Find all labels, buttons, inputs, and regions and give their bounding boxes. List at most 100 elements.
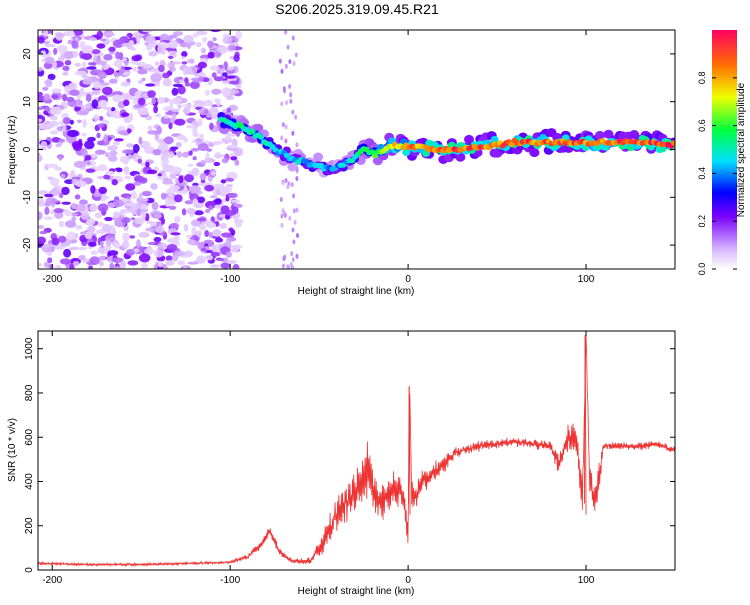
spectrogram-noise-cell bbox=[69, 89, 80, 96]
spectrogram-noise-cell bbox=[97, 175, 105, 180]
spectrogram-noise-cell bbox=[286, 264, 290, 269]
colorbar-tick-label: 0.0 bbox=[697, 263, 707, 276]
spectrogram-noise-cell bbox=[94, 149, 106, 155]
spectrogram-noise-cell bbox=[210, 264, 220, 268]
spectrogram-noise-cell bbox=[191, 167, 200, 177]
spectrogram-noise-cell bbox=[210, 30, 221, 33]
spectrogram-noise-cell bbox=[174, 194, 183, 203]
figure-title: S206.2025.319.09.45.R21 bbox=[275, 1, 439, 17]
spectrogram-noise-cell bbox=[288, 215, 292, 221]
spectrogram-noise-cell bbox=[226, 107, 231, 113]
spectrogram-noise-cell bbox=[73, 160, 86, 168]
spectrogram-noise-cell bbox=[145, 161, 150, 168]
spectrogram-noise-cell bbox=[51, 94, 59, 99]
spectrogram-noise-cell bbox=[210, 252, 221, 257]
spectrogram-noise-cell bbox=[136, 208, 142, 217]
spectrogram-noise-cell bbox=[192, 182, 199, 187]
spectrogram-noise-cell bbox=[91, 99, 99, 109]
spectrogram-noise-cell bbox=[204, 220, 214, 225]
spectrogram-noise-cell bbox=[225, 131, 231, 139]
spectrogram-noise-cell bbox=[278, 58, 282, 64]
colorbar-tick-label: 0.4 bbox=[697, 167, 707, 180]
spectrogram-noise-cell bbox=[197, 143, 209, 151]
spectrogram-noise-cell bbox=[196, 217, 206, 222]
spectrogram-noise-cell bbox=[207, 40, 214, 49]
spectrogram-noise-cell bbox=[230, 244, 240, 253]
spectrogram-noise-cell bbox=[228, 80, 240, 85]
spectrogram-noise-cell bbox=[61, 186, 70, 196]
spectrogram-noise-cell bbox=[49, 130, 59, 135]
spectrogram-noise-cell bbox=[128, 112, 134, 121]
spectrogram-noise-cell bbox=[204, 157, 214, 163]
spectrogram-noise-cell bbox=[228, 104, 238, 111]
spectrogram-noise-cell bbox=[178, 175, 184, 184]
spectrogram-noise-cell bbox=[185, 124, 197, 129]
spectrogram-noise-cell bbox=[123, 99, 130, 107]
spectrogram-noise-cell bbox=[221, 139, 233, 143]
spectrogram-noise-cell bbox=[99, 38, 107, 42]
spectrogram-noise-cell bbox=[74, 62, 81, 67]
spectrogram-noise-cell bbox=[281, 180, 285, 186]
spectrogram-noise-cell bbox=[193, 79, 203, 83]
spectrogram-noise-cell bbox=[173, 61, 181, 65]
spectrogram-y-tick-label: -10 bbox=[22, 190, 33, 205]
spectrogram-noise-cell bbox=[161, 217, 165, 225]
spectrogram-noise-cell bbox=[174, 233, 180, 242]
spectrogram-noise-cell bbox=[62, 124, 67, 132]
spectrogram-noise-cell bbox=[123, 166, 130, 175]
spectrogram-noise-cell bbox=[113, 72, 120, 77]
spectrogram-noise-cell bbox=[155, 225, 165, 234]
colorbar: 0.0 0.2 0.4 0.6 0.8 Normalized spectral ampl… bbox=[697, 30, 747, 275]
spectrogram-noise-cell bbox=[136, 239, 141, 249]
spectrogram-noise-cell bbox=[47, 73, 56, 81]
spectrogram-noise-cell bbox=[138, 253, 151, 263]
spectrogram-noise-cell bbox=[38, 67, 44, 72]
colorbar-tick-label: 0.6 bbox=[697, 119, 707, 132]
spectrogram-noise-cell bbox=[288, 84, 292, 89]
spectrogram-noise-cell bbox=[235, 203, 243, 208]
spectrogram-noise-cell bbox=[103, 106, 112, 110]
spectrogram-noise-cell bbox=[144, 247, 154, 255]
spectrogram-noise-cell bbox=[121, 92, 131, 102]
snr-background bbox=[38, 331, 675, 570]
spectrogram-noise-cell bbox=[292, 193, 296, 199]
spectrogram-noise-cell bbox=[211, 141, 223, 145]
spectrogram-noise-cell bbox=[227, 44, 236, 51]
spectrogram-noise-cell bbox=[43, 40, 51, 45]
spectrogram-noise-cell bbox=[58, 220, 65, 228]
spectrogram-noise-cell bbox=[145, 227, 156, 232]
spectrogram-noise-cell bbox=[175, 142, 182, 148]
spectrogram-noise-cell bbox=[121, 112, 130, 117]
snr-series-line bbox=[38, 335, 675, 568]
snr-marks bbox=[38, 335, 675, 568]
spectrogram-noise-cell bbox=[120, 81, 131, 87]
snr-y-tick-label: 0 bbox=[24, 567, 35, 573]
spectrogram-noise-cell bbox=[156, 125, 162, 135]
spectrogram-noise-cell bbox=[107, 250, 119, 256]
spectrogram-ridge-cell bbox=[594, 130, 605, 140]
spectrogram-noise-cell bbox=[192, 132, 199, 138]
spectrogram-noise-cell bbox=[204, 230, 210, 237]
spectrogram-x-tick-label: -100 bbox=[220, 274, 240, 285]
spectrogram-noise-cell bbox=[126, 42, 134, 50]
spectrogram-noise-cell bbox=[202, 36, 208, 43]
spectrogram-noise-cell bbox=[296, 233, 299, 238]
spectrogram-noise-cell bbox=[165, 111, 175, 116]
spectrogram-noise-cell bbox=[166, 244, 178, 251]
spectrogram-noise-cell bbox=[87, 62, 97, 66]
spectrogram-noise-cell bbox=[162, 181, 174, 185]
spectrogram-marks bbox=[38, 30, 675, 269]
spectrogram-noise-cell bbox=[153, 249, 164, 258]
spectrogram-noise-cell bbox=[86, 161, 91, 165]
spectrogram-noise-cell bbox=[147, 130, 158, 135]
spectrogram-noise-cell bbox=[190, 148, 200, 152]
spectrogram-noise-cell bbox=[95, 60, 108, 65]
spectrogram-noise-cell bbox=[168, 34, 178, 39]
spectrogram-noise-cell bbox=[188, 150, 193, 156]
spectrogram-noise-cell bbox=[38, 91, 43, 97]
spectrogram-noise-cell bbox=[165, 198, 171, 208]
spectrogram-noise-cell bbox=[293, 219, 297, 225]
spectrogram-noise-cell bbox=[58, 192, 64, 199]
spectrogram-noise-cell bbox=[235, 84, 242, 89]
